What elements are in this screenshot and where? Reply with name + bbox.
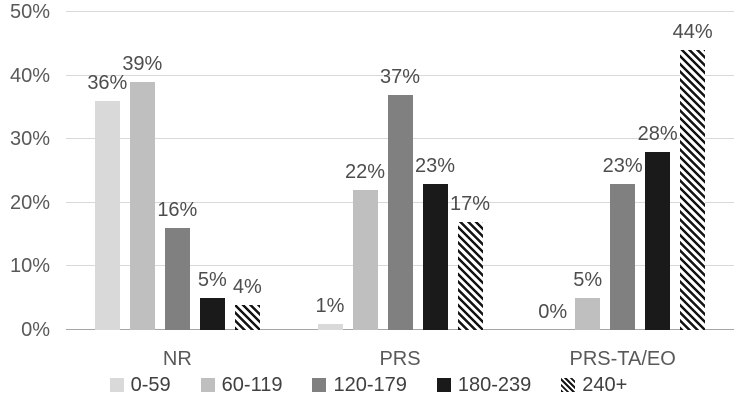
barwrap-180-239: 5%	[198, 269, 227, 330]
data-label: 17%	[449, 192, 491, 215]
bar-180-239	[199, 298, 225, 330]
bar-120-179	[164, 228, 190, 330]
data-label: 28%	[637, 122, 678, 145]
legend-swatch-60-119	[200, 378, 215, 392]
bar-120-179	[387, 94, 413, 330]
legend-label: 120-179	[333, 374, 407, 396]
bar-0-59	[317, 323, 343, 330]
data-label: 44%	[672, 21, 713, 44]
legend-label: 0-59	[130, 374, 171, 396]
data-label: 4%	[232, 275, 262, 298]
legend-label: 60-119	[221, 374, 283, 396]
category-label-prs: PRS	[379, 348, 421, 370]
data-label: 1%	[315, 294, 345, 317]
legend-swatch-240plus	[561, 378, 576, 392]
gridline	[66, 11, 734, 12]
bar-60-119	[575, 298, 601, 330]
barwrap-240plus: 4%	[233, 276, 262, 330]
x-axis-category-labels: NR PRS PRS-TA/EO	[66, 347, 734, 371]
category-label-prs-ta-eo: PRS-TA/EO	[569, 348, 676, 370]
barwrap-120-179: 23%	[603, 155, 643, 330]
bar-0-59	[94, 101, 120, 330]
y-axis-tick-label: 20%	[9, 191, 50, 214]
legend-item-240plus: 240+	[561, 374, 627, 396]
data-label: 23%	[602, 154, 643, 177]
bar-180-239	[645, 151, 671, 330]
legend-item-60-119: 60-119	[200, 374, 283, 396]
legend-item-120-179: 120-179	[312, 374, 407, 396]
barwrap-60-119: 5%	[573, 269, 602, 330]
bar-120-179	[610, 183, 636, 330]
legend: 0-59 60-119 120-179 180-239 240+	[0, 374, 737, 396]
data-label: 16%	[157, 199, 198, 222]
barwrap-120-179: 16%	[157, 199, 197, 330]
bar-60-119	[129, 81, 155, 330]
data-label: 36%	[87, 72, 128, 95]
barwrap-60-119: 39%	[122, 53, 162, 330]
data-label: 5%	[573, 269, 603, 292]
y-axis-tick-label: 30%	[9, 128, 50, 151]
category-label-nr: NR	[162, 348, 192, 370]
barwrap-0-59: 1%	[316, 295, 344, 330]
legend-label: 240+	[582, 374, 628, 396]
data-label: 5%	[197, 269, 227, 292]
bar-60-119	[352, 190, 378, 330]
legend-label: 180-239	[457, 374, 532, 396]
y-axis-tick-label: 50%	[9, 1, 50, 23]
bar-group-prs-ta-eo: 0% 5% 23% 28% 44%	[511, 12, 734, 330]
bar-240plus	[234, 304, 260, 330]
bar-groups: 36% 39% 16% 5% 4% 1% 22% 37% 23% 17% 0% 5% 23% 28% 44%	[66, 12, 734, 330]
y-axis-tick-label: 0%	[21, 319, 50, 341]
bar-group-nr: 36% 39% 16% 5% 4%	[66, 12, 289, 330]
barwrap-60-119: 22%	[345, 161, 385, 330]
legend-item-0-59: 0-59	[109, 374, 171, 396]
legend-swatch-0-59	[109, 378, 124, 392]
bar-group-prs: 1% 22% 37% 23% 17%	[289, 12, 512, 330]
barwrap-240plus: 17%	[450, 193, 490, 330]
data-label: 23%	[414, 154, 456, 177]
bar-240plus	[457, 221, 483, 330]
y-axis-tick-label: 40%	[9, 64, 50, 87]
bar-180-239	[422, 183, 448, 330]
barwrap-180-239: 28%	[638, 123, 678, 330]
barwrap-240plus: 44%	[673, 21, 713, 330]
data-label: 22%	[344, 161, 386, 184]
legend-swatch-120-179	[312, 378, 327, 392]
legend-swatch-180-239	[436, 378, 451, 392]
barwrap-0-59: 36%	[87, 72, 127, 330]
barwrap-120-179: 37%	[380, 66, 420, 330]
data-label: 37%	[379, 65, 421, 88]
barwrap-180-239: 23%	[415, 155, 455, 330]
legend-item-180-239: 180-239	[436, 374, 532, 396]
y-axis-tick-label: 10%	[9, 255, 50, 278]
plot-area: 36% 39% 16% 5% 4% 1% 22% 37% 23% 17% 0% 5% 23% 28% 44%	[66, 11, 734, 330]
gridline	[66, 74, 734, 76]
data-label: 0%	[538, 301, 568, 323]
data-label: 39%	[122, 52, 163, 75]
bar-240plus	[680, 50, 706, 330]
